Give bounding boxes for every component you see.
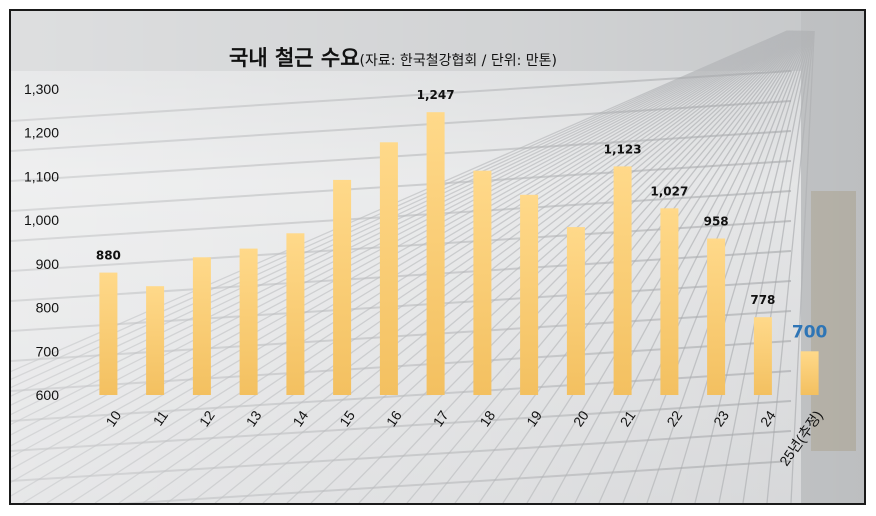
bar-18 (473, 170, 492, 395)
x-tick-label: 13 (243, 407, 265, 429)
y-tick-label: 1,100 (24, 168, 59, 184)
y-tick-label: 700 (36, 343, 60, 359)
bar-16 (379, 142, 398, 395)
x-tick-label: 16 (383, 407, 405, 429)
y-tick-label: 1,300 (24, 81, 59, 97)
data-label: 778 (750, 293, 775, 307)
data-label: 1,123 (604, 142, 642, 156)
bar-chart: 600 700 800 900 1,000 1,100 1,200 1,300 880 1,24… (24, 81, 828, 469)
data-label: 1,247 (417, 88, 455, 102)
data-label: 880 (96, 249, 121, 263)
x-tick-label: 20 (570, 407, 592, 429)
bar-17 (426, 112, 445, 395)
bar-23 (707, 238, 726, 395)
y-tick-label: 1,200 (24, 125, 59, 141)
bar-22 (660, 208, 679, 395)
x-tick-label: 12 (196, 407, 218, 429)
bar-24 (753, 317, 772, 395)
chart-title: 국내 철근 수요(자료: 한국철강협회 / 단위: 만톤) (229, 42, 557, 72)
x-tick-label: 17 (430, 407, 452, 429)
x-tick-label: 22 (663, 407, 685, 429)
x-tick-label: 11 (150, 407, 172, 428)
bar-12 (192, 257, 211, 395)
chart-frame: 600 700 800 900 1,000 1,100 1,200 1,300 880 1,24… (9, 9, 866, 505)
bar-19 (520, 194, 539, 395)
x-tick-label: 24 (757, 407, 779, 429)
bar-15 (333, 179, 352, 395)
bar-14 (286, 233, 305, 395)
title-main: 국내 철근 수요 (229, 46, 360, 70)
title-subtitle: (자료: 한국철강협회 / 단위: 만톤) (359, 53, 557, 69)
x-tick-label: 21 (617, 407, 639, 429)
x-tick-label: 15 (336, 407, 358, 429)
x-tick-label: 23 (710, 407, 732, 429)
x-tick-label: 25년(추정) (776, 408, 826, 469)
data-label: 958 (704, 215, 729, 229)
y-tick-label: 800 (36, 300, 60, 316)
y-tick-label: 600 (36, 387, 60, 403)
y-tick-label: 1,000 (24, 212, 59, 228)
bar-25년(추정) (800, 351, 819, 395)
bar-21 (613, 166, 632, 395)
x-tick-label: 18 (476, 407, 498, 429)
y-tick-label: 900 (36, 256, 60, 272)
bar-11 (146, 286, 165, 395)
data-label-highlight: 700 (792, 322, 828, 342)
bar-20 (566, 227, 585, 395)
x-tick-label: 14 (289, 407, 311, 429)
x-tick-label: 10 (102, 407, 124, 429)
bar-10 (99, 272, 118, 395)
bar-13 (239, 248, 258, 395)
data-label: 1,027 (650, 184, 688, 198)
x-tick-label: 19 (523, 407, 545, 429)
